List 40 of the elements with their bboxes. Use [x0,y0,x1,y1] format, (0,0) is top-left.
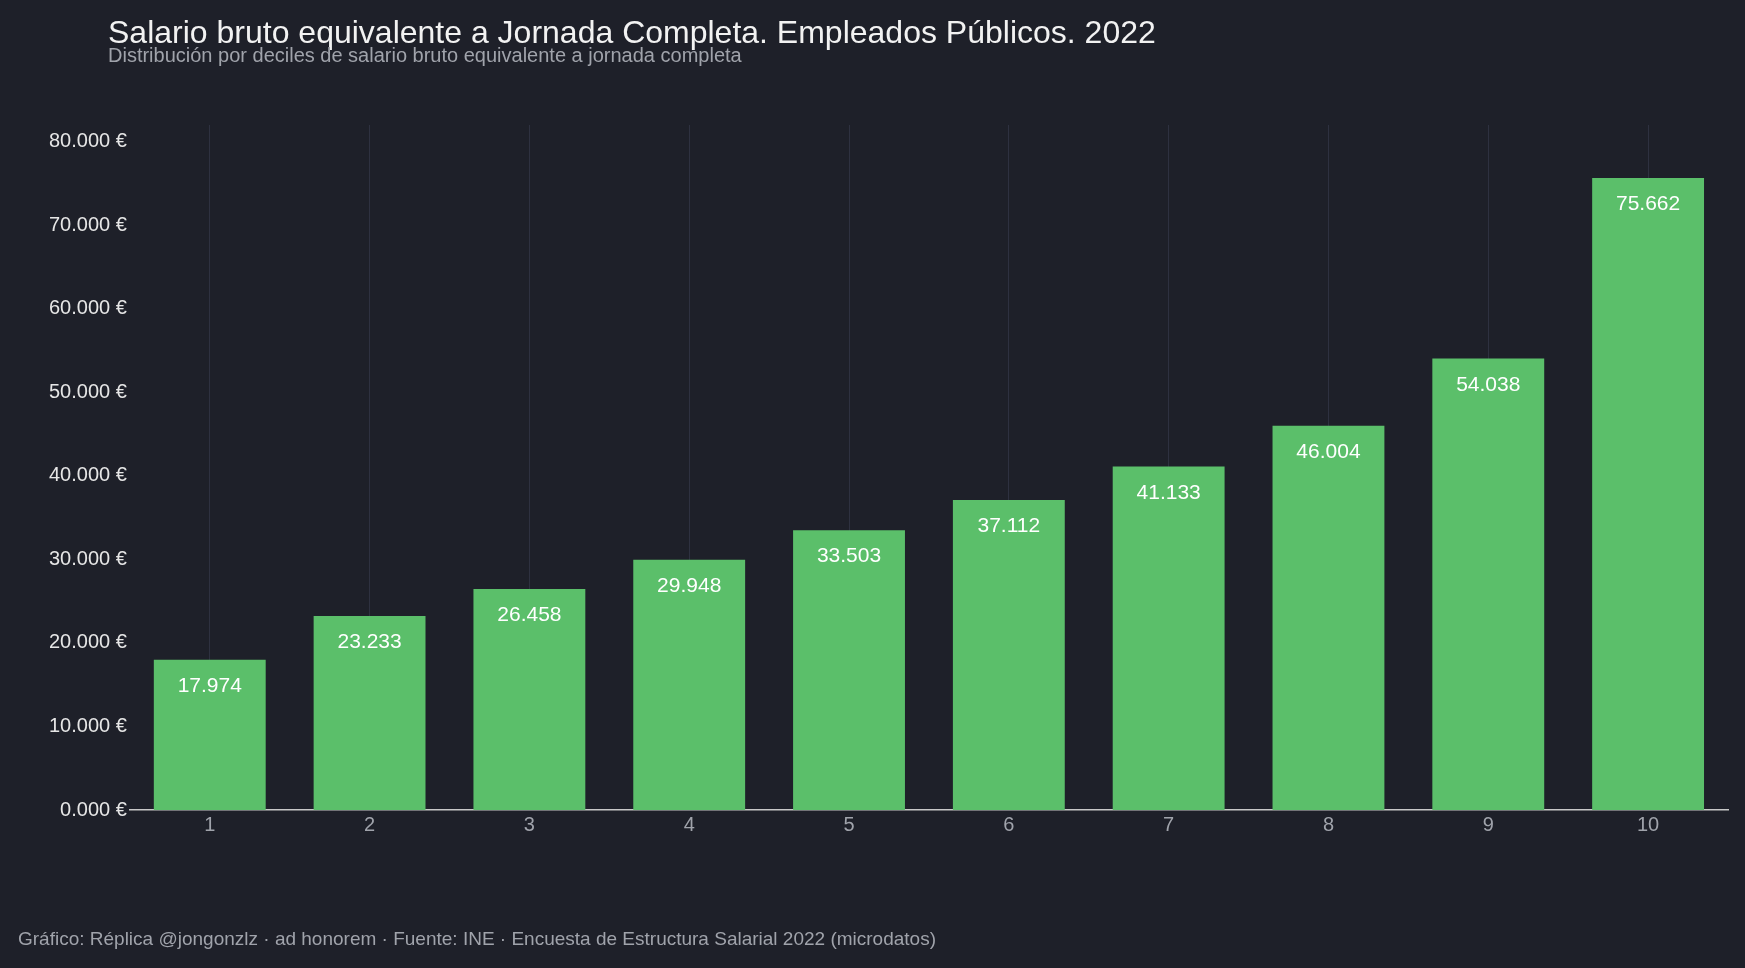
x-tick-label: 4 [683,812,695,835]
bar [793,530,905,810]
bar [473,588,586,810]
x-tick-label: 3 [523,812,535,835]
x-tick-label: 6 [1003,812,1015,835]
bar [1592,177,1705,810]
data-label: 23.233 [337,629,402,653]
y-tick-label: 0.000 € [60,797,127,820]
bar [313,615,426,810]
data-label: 54.038 [1456,371,1521,395]
y-tick-label: 50.000 € [48,379,127,402]
bar [952,499,1065,810]
y-tick-label: 10.000 € [48,713,127,736]
x-tick-label: 10 [1636,812,1660,835]
bar [153,659,266,810]
x-tick-label: 8 [1322,812,1335,835]
data-label: 37.112 [977,513,1041,537]
data-label: 41.133 [1136,479,1201,503]
y-tick-label: 20.000 € [48,630,127,653]
y-tick-label: 30.000 € [48,546,127,569]
x-tick-label: 7 [1163,812,1175,835]
data-label: 17.974 [177,673,243,697]
x-tick-label: 1 [204,812,216,835]
text: Gráfico: Réplica @jongonzlz · ad honorem · Fuente: INE · Encuesta de Estructura Salarial 2022 (microdatos) [18,928,936,950]
data-label: 26.458 [497,602,562,626]
bar [633,559,746,810]
x-tick-label: 9 [1482,812,1494,835]
y-tick-label: 40.000 € [48,463,127,486]
x-tick-label: 2 [364,812,376,835]
data-label: 33.503 [816,543,882,567]
bar [1112,466,1225,810]
y-tick-label: 80.000 € [48,129,127,152]
y-tick-label: 70.000 € [48,212,127,235]
data-label: 29.948 [657,573,722,597]
y-tick-label: 60.000 € [48,296,127,319]
x-tick-label: 5 [843,812,855,835]
data-label: 75.662 [1615,191,1681,215]
data-label: 46.004 [1296,439,1361,462]
bar [1272,425,1385,810]
bar [1432,358,1545,810]
